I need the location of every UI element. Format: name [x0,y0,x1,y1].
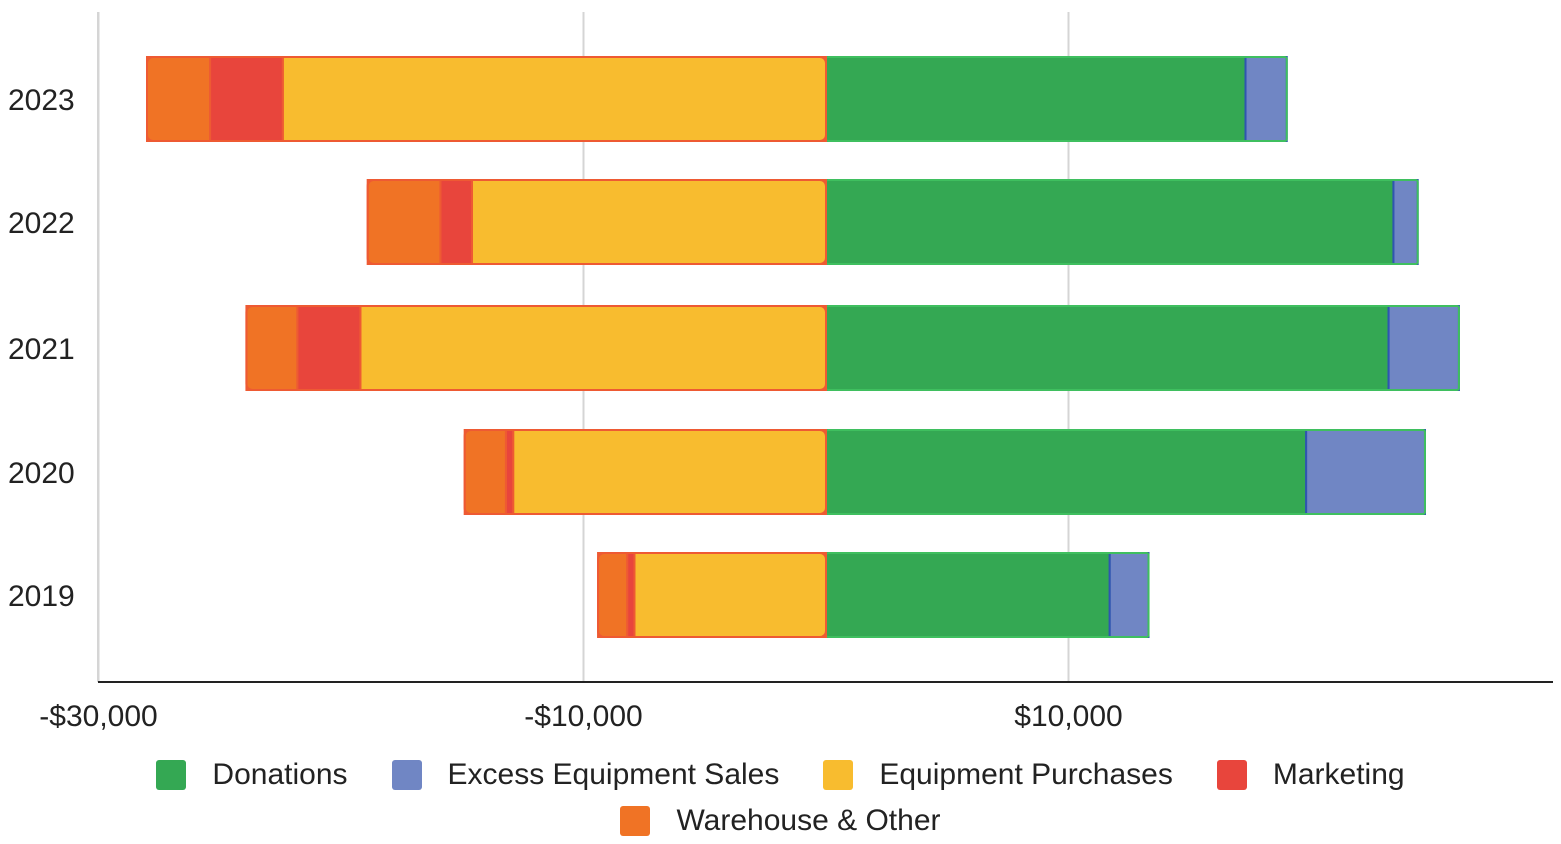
bar-warehouse-other-2019 [597,552,629,638]
bar-chart: 2023 2022 2021 2020 2019 -$30,000 -$10,000 $10,… [8,12,1553,733]
category-label-2019: 2019 [8,580,75,613]
bar-outline-negative-2021 [245,305,828,391]
x-tick-label-1: -$10,000 [524,700,642,733]
bar-equipment-purchases-2023 [281,56,827,142]
legend-item-equipment-purchases: Equipment Purchases [823,758,1173,792]
legend: Donations Excess Equipment Sales Equipme… [0,752,1561,844]
legend-label-marketing: Marketing [1272,758,1405,791]
bar-donations-2023 [825,56,1247,142]
legend-swatch-warehouse-other [620,806,651,836]
legend-swatch-excess-equipment-sales [391,760,422,790]
bar-donations-2022 [825,179,1395,265]
bar-excess-equipment-sales-2021 [1387,305,1460,391]
bar-marketing-2021 [296,305,362,391]
bar-warehouse-other-2023 [146,56,212,142]
bar-equipment-purchases-2020 [512,429,827,515]
bar-equipment-purchases-2019 [633,552,827,638]
x-tick-label-0: -$30,000 [39,700,157,733]
bar-outline-negative-2023 [146,56,827,142]
bar-excess-equipment-sales-2019 [1108,552,1150,638]
bar-warehouse-other-2022 [366,179,442,265]
bar-outline-negative-2019 [597,552,827,638]
x-tick-label-2: $10,000 [1014,700,1122,733]
bar-outline-negative-2022 [366,179,827,265]
bar-excess-equipment-sales-2020 [1305,429,1426,515]
axes: 2023 2022 2021 2020 2019 -$30,000 -$10,000 $10,… [8,84,1553,733]
legend-item-warehouse-other: Warehouse & Other [620,804,941,838]
legend-swatch-marketing [1216,760,1247,790]
bar-warehouse-other-2021 [245,305,299,391]
legend-item-donations: Donations [156,758,348,792]
bar-marketing-2023 [209,56,284,142]
bar-marketing-2019 [626,552,636,638]
bar-equipment-purchases-2022 [470,179,827,265]
legend-item-marketing: Marketing [1216,758,1405,792]
bar-equipment-purchases-2021 [359,305,827,391]
legend-item-excess-equipment-sales: Excess Equipment Sales [391,758,780,792]
legend-row-1: Donations Excess Equipment Sales Equipme… [0,752,1561,798]
category-label-2020: 2020 [8,457,75,490]
legend-label-equipment-purchases: Equipment Purchases [879,758,1173,791]
legend-swatch-equipment-purchases [823,760,854,790]
bars [146,56,1460,638]
legend-label-excess-equipment-sales: Excess Equipment Sales [447,758,780,791]
bar-outline-negative-2020 [463,429,827,515]
bar-excess-equipment-sales-2022 [1392,179,1419,265]
bar-marketing-2022 [439,179,473,265]
bar-excess-equipment-sales-2023 [1244,56,1288,142]
category-label-2023: 2023 [8,84,75,117]
bar-donations-2021 [825,305,1390,391]
legend-label-warehouse-other: Warehouse & Other [676,804,941,837]
bar-donations-2019 [825,552,1111,638]
bar-warehouse-other-2020 [463,429,507,515]
legend-swatch-donations [156,760,187,790]
category-label-2022: 2022 [8,207,75,240]
legend-label-donations: Donations [212,758,348,791]
legend-row-2: Warehouse & Other [0,798,1561,844]
bar-marketing-2020 [504,429,515,515]
bar-donations-2020 [825,429,1308,515]
category-label-2021: 2021 [8,333,75,366]
